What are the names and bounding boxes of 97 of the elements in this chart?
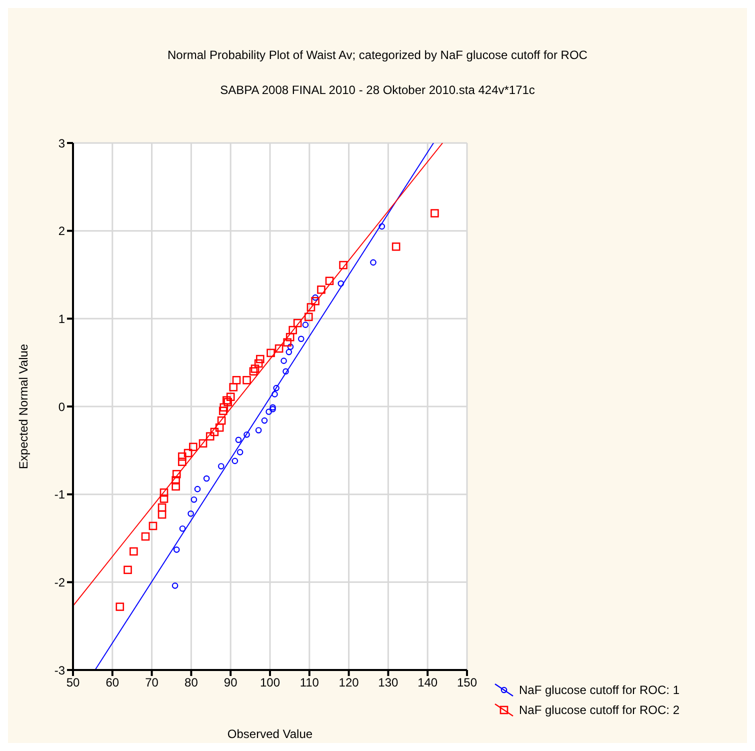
point <box>274 344 284 353</box>
legend-label: NaF glucose cutoff for ROC: 1 <box>519 683 680 697</box>
point <box>256 354 264 364</box>
point <box>311 296 320 306</box>
point <box>232 458 238 464</box>
point <box>217 416 226 425</box>
y-tick-label: -2 <box>54 575 66 590</box>
point <box>430 209 439 218</box>
x-tick-label: 120 <box>338 676 360 690</box>
point <box>304 312 313 322</box>
y-tick-label: 2 <box>58 224 66 238</box>
point <box>210 428 219 436</box>
y-tick-label: -3 <box>54 663 66 678</box>
point <box>141 532 150 541</box>
chart-subtitle: SABPA 2008 FINAL 2010 - 28 Oktober 2010.sta 424v*171c <box>219 83 536 97</box>
point <box>124 566 132 574</box>
point <box>242 376 251 384</box>
point <box>288 326 297 334</box>
point <box>273 384 280 392</box>
point <box>282 368 289 375</box>
point <box>280 358 287 364</box>
point <box>198 439 208 448</box>
point <box>312 294 318 301</box>
point <box>220 403 228 412</box>
point <box>229 383 238 392</box>
x-tick-label: 100 <box>260 676 280 690</box>
y-tick-label: 1 <box>58 312 66 326</box>
point <box>194 486 201 492</box>
point <box>116 602 124 611</box>
y-tick-label: 0 <box>58 400 66 414</box>
point <box>266 408 272 415</box>
point <box>254 359 263 368</box>
x-axis-title: Observed Value <box>227 727 313 741</box>
point <box>255 427 262 434</box>
x-tick-label: 70 <box>145 676 159 690</box>
point <box>286 332 294 342</box>
point <box>244 431 250 438</box>
point <box>306 303 316 312</box>
point <box>266 348 275 358</box>
point <box>172 482 180 491</box>
point <box>158 503 166 512</box>
point <box>172 470 181 478</box>
point <box>249 367 258 376</box>
y-tick-label: -1 <box>54 488 66 502</box>
point <box>325 276 334 286</box>
y-axis-title: Expected Normal Value <box>16 344 30 470</box>
point <box>203 475 210 482</box>
x-tick-label: 60 <box>106 676 120 690</box>
chart-title: Normal Probability Plot of Waist Av; categorized by NaF glucose cutoff for ROC <box>166 48 588 62</box>
x-tick-label: 150 <box>456 676 478 690</box>
point <box>287 344 294 350</box>
point <box>218 406 228 416</box>
point <box>178 452 186 461</box>
point <box>298 336 304 342</box>
point <box>160 488 168 497</box>
point <box>339 260 348 270</box>
y-tick-label: 3 <box>58 136 66 150</box>
point <box>286 348 292 356</box>
x-tick-label: 140 <box>418 676 438 690</box>
point <box>172 582 178 589</box>
x-tick-label: 90 <box>224 676 238 690</box>
legend-label: NaF glucose cutoff for ROC: 2 <box>519 703 680 717</box>
point <box>250 364 260 373</box>
point <box>160 494 168 503</box>
point <box>224 398 232 406</box>
point <box>218 463 224 470</box>
point <box>184 448 192 458</box>
point <box>158 510 166 519</box>
point <box>261 417 268 424</box>
point <box>293 318 302 328</box>
point <box>179 525 186 532</box>
point <box>173 546 180 553</box>
x-tick-label: 110 <box>300 676 320 690</box>
point <box>189 442 198 452</box>
point <box>178 458 186 466</box>
x-tick-label: 80 <box>184 676 198 690</box>
point <box>302 322 309 328</box>
point <box>226 392 235 401</box>
point <box>188 510 194 517</box>
point <box>206 432 214 441</box>
point <box>392 242 400 251</box>
point <box>283 338 292 347</box>
point <box>236 449 244 456</box>
point <box>272 391 278 398</box>
point <box>222 396 231 404</box>
point <box>232 376 241 384</box>
point <box>130 547 138 556</box>
point <box>317 286 326 294</box>
x-tick-label: 130 <box>378 676 399 690</box>
point <box>378 223 386 230</box>
x-tick-label: 50 <box>66 676 80 690</box>
point <box>370 259 376 266</box>
point <box>338 280 344 287</box>
point <box>235 436 242 444</box>
point <box>190 496 198 503</box>
point <box>215 423 224 432</box>
point <box>148 522 158 530</box>
